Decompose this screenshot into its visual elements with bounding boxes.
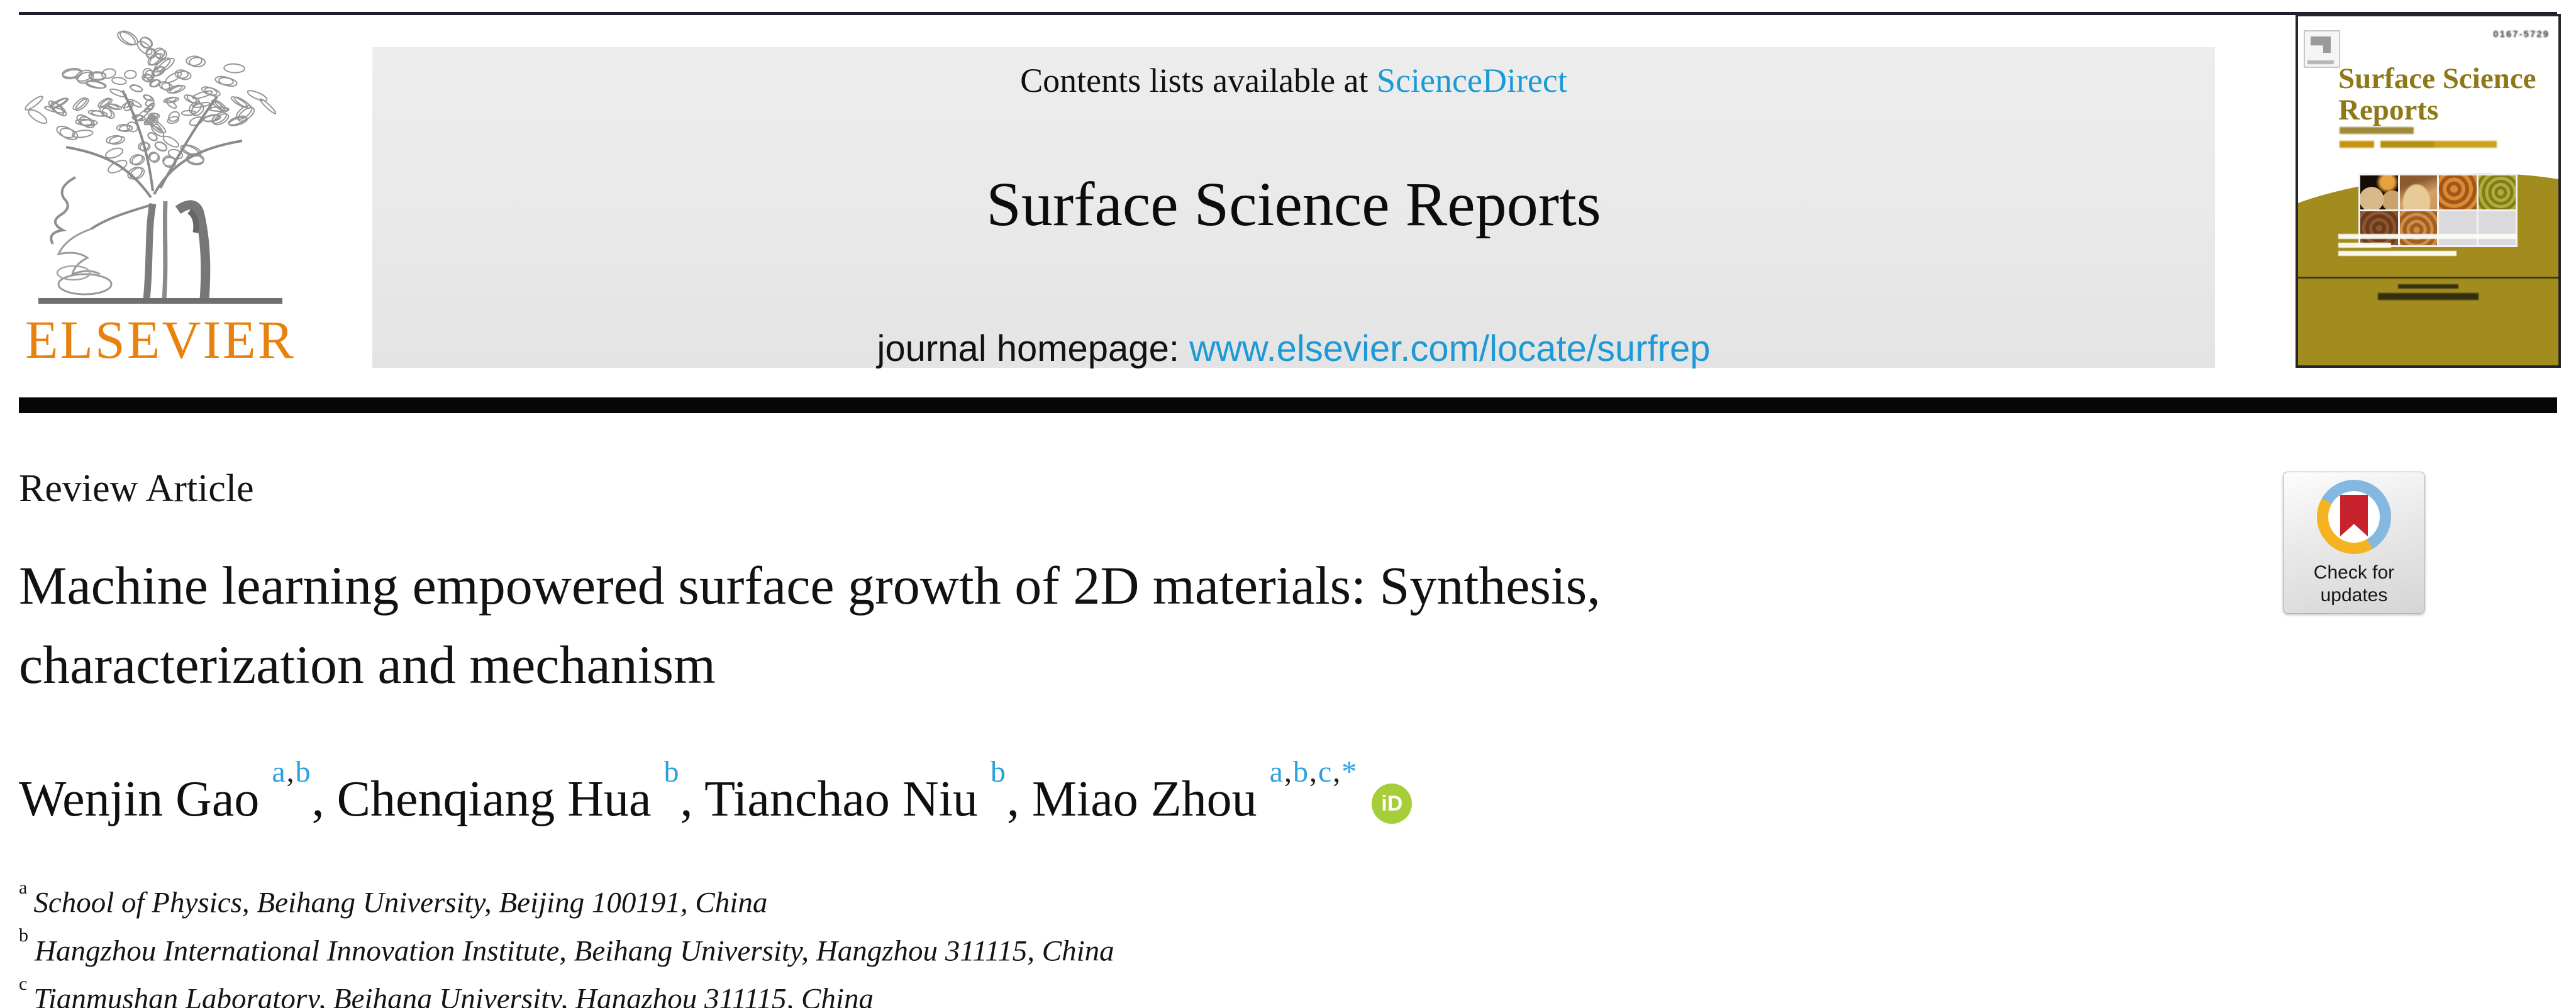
contents-prefix: Contents lists available at <box>1020 62 1377 99</box>
author-affiliation-sup: a,b <box>272 755 312 789</box>
affiliation-list: a School of Physics, Beihang University, … <box>19 875 1114 1008</box>
affiliation: c Tianmushan Laboratory, Beihang Universi… <box>19 973 874 1008</box>
cover-thumb-1 <box>2360 175 2398 209</box>
cover-thumb-5 <box>2360 211 2398 245</box>
elsevier-tree-icon <box>25 30 282 304</box>
orcid-icon[interactable]: iD <box>1372 784 1413 824</box>
article-title: Machine learning empowered surface growt… <box>19 555 1601 695</box>
cover-thumb-7 <box>2439 211 2477 245</box>
cover-thumb-2 <box>2399 175 2437 209</box>
journal-masthead: Contents lists available at ScienceDirec… <box>372 47 2215 370</box>
cover-thumb-6 <box>2399 211 2437 245</box>
homepage-line: journal homepage: www.elsevier.com/locat… <box>372 328 2215 370</box>
author-affiliation-sup: b <box>663 755 680 789</box>
cover-subtitle-bar <box>2340 127 2414 134</box>
crossmark-icon <box>2317 480 2391 554</box>
cover-journal-title: Surface Science Reports <box>2338 62 2536 126</box>
author: Tianchao Niu b, <box>704 755 1032 827</box>
journal-cover-thumbnail[interactable]: 0167-5729 Surface Science Reports <box>2296 14 2561 368</box>
check-for-updates-badge[interactable]: Check for updates <box>2283 472 2425 614</box>
sciencedirect-link[interactable]: ScienceDirect <box>1377 62 1567 99</box>
cover-thumb-3 <box>2439 175 2477 209</box>
cover-volume-bar <box>2340 141 2497 148</box>
author: Wenjin Gao a,b, <box>19 755 337 827</box>
journal-title: Surface Science Reports <box>986 169 1601 239</box>
section-divider-bar <box>19 397 2557 413</box>
cover-publisher-logo-icon <box>2304 30 2340 68</box>
author-affiliation-sup: b <box>990 755 1007 789</box>
author: Miao Zhou a,b,c,* <box>1031 755 1358 827</box>
author-affiliation-sup: a,b,c,* <box>1269 755 1358 789</box>
author-list: Wenjin Gao a,b, Chenqiang Hua b, Tiancha… <box>19 755 1358 827</box>
article-type-label: Review Article <box>19 467 254 510</box>
journal-homepage-link[interactable]: www.elsevier.com/locate/surfrep <box>1189 328 1711 369</box>
cover-sciencedirect-mark <box>2378 293 2479 300</box>
cover-thumb-8 <box>2478 211 2516 245</box>
check-for-updates-label: Check for updates <box>2313 562 2395 606</box>
homepage-prefix: journal homepage: <box>877 328 1190 369</box>
affiliation: b Hangzhou International Innovation Insti… <box>19 925 1114 968</box>
elsevier-wordmark: ELSEVIER <box>25 309 296 370</box>
contents-line: Contents lists available at ScienceDirec… <box>372 61 2215 100</box>
author: Chenqiang Hua b, <box>336 755 705 827</box>
elsevier-logo: ELSEVIER <box>16 21 305 371</box>
author-line: Wenjin Gao a,b, Chenqiang Hua b, Tiancha… <box>19 755 1413 829</box>
affiliation: a School of Physics, Beihang University, … <box>19 877 768 919</box>
cover-issn: 0167-5729 <box>2493 29 2550 40</box>
cover-thumb-4 <box>2478 175 2516 209</box>
top-rule <box>19 12 2557 15</box>
